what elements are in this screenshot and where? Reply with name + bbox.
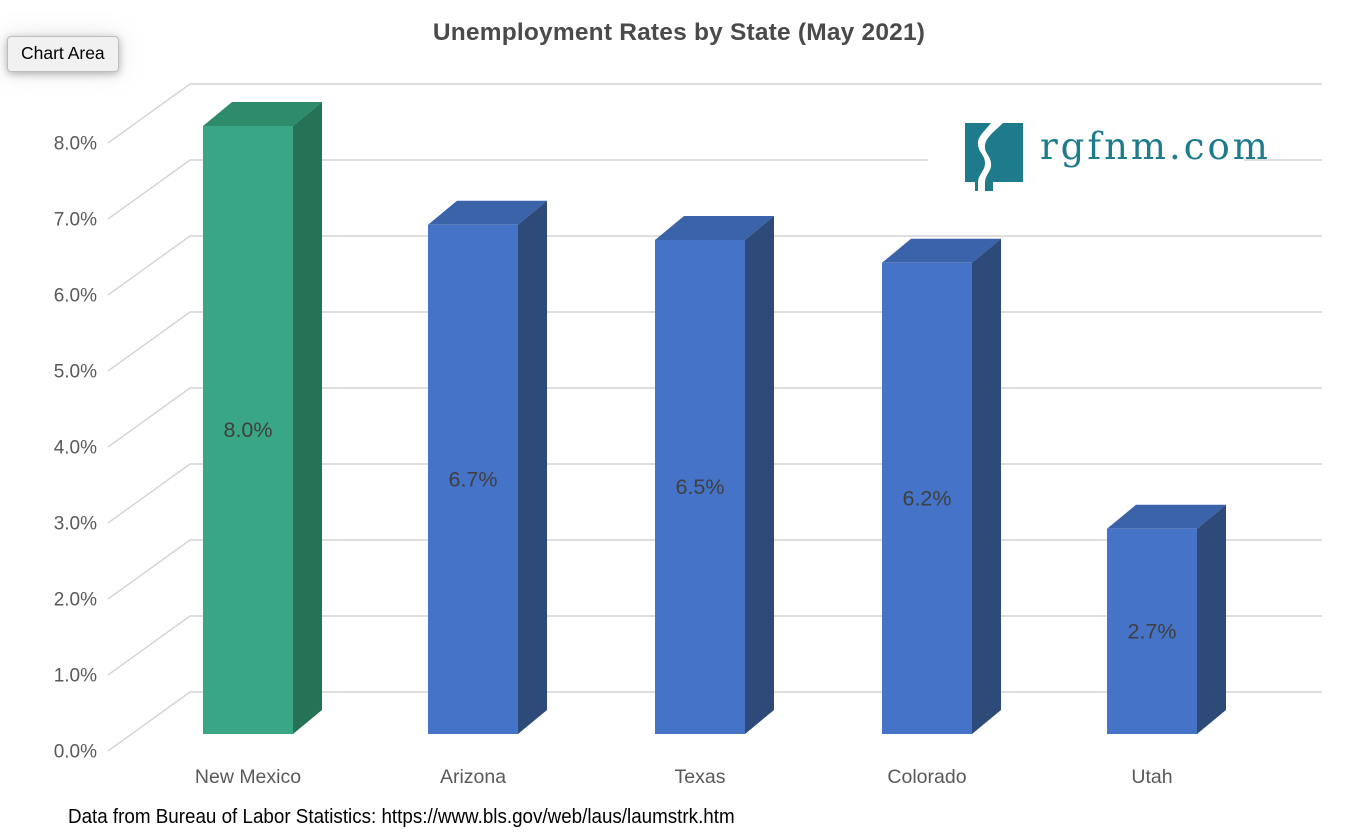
bar-front-face[interactable] — [428, 224, 518, 735]
bar-texas[interactable] — [655, 216, 774, 734]
bar-data-label: 6.7% — [448, 467, 497, 491]
y-axis-tick-label[interactable]: 4.0% — [54, 438, 97, 459]
bar-colorado[interactable] — [882, 238, 1001, 735]
bar-front-face[interactable] — [655, 240, 745, 734]
bar-new-mexico[interactable] — [203, 102, 322, 734]
gridlines — [107, 83, 1322, 752]
bar-front-face[interactable] — [1107, 528, 1197, 734]
tooltip-label: Chart Area — [21, 43, 105, 63]
y-axis: 0.0% 1.0% 2.0% 3.0% 4.0% 5.0% 6.0% 7.0% 8.0% — [54, 134, 97, 763]
bar-top-face[interactable] — [203, 102, 322, 126]
y-axis-tick-label[interactable]: 3.0% — [54, 514, 97, 535]
bar-side-face[interactable] — [1197, 504, 1226, 734]
bar-utah[interactable] — [1107, 504, 1226, 734]
y-axis-tick-label[interactable]: 6.0% — [54, 286, 97, 307]
gridline — [107, 235, 1322, 296]
source-note: Data from Bureau of Labor Statistics: ht… — [68, 806, 735, 828]
bar-series — [203, 102, 1226, 735]
y-axis-tick-label[interactable]: 8.0% — [54, 134, 97, 155]
chart-title: Unemployment Rates by State (May 2021) — [432, 19, 926, 46]
logo-text: rgfnm.com — [1040, 124, 1271, 168]
y-axis-tick-label[interactable]: 5.0% — [54, 362, 97, 383]
bar-data-label: 2.7% — [1127, 619, 1176, 643]
bar-data-label: 8.0% — [223, 418, 272, 442]
bar-top-face[interactable] — [882, 238, 1001, 263]
bar-side-face[interactable] — [518, 200, 547, 735]
y-axis-tick-label[interactable]: 2.0% — [54, 590, 97, 611]
y-axis-tick-label[interactable]: 7.0% — [54, 210, 97, 231]
data-labels: 8.0% 6.7% 6.5% 6.2% 2.7% — [223, 418, 1176, 643]
bar-side-face[interactable] — [972, 238, 1001, 735]
y-axis-tick-label[interactable]: 0.0% — [54, 742, 97, 763]
x-axis: New Mexico Arizona Texas Colorado Utah — [195, 766, 1173, 788]
bar-data-label: 6.5% — [675, 475, 724, 499]
bar-front-face[interactable] — [203, 126, 293, 734]
x-axis-category-label[interactable]: Colorado — [887, 766, 966, 788]
bar-data-label: 6.2% — [902, 486, 951, 510]
x-axis-category-label[interactable]: Arizona — [440, 766, 506, 788]
bar-side-face[interactable] — [293, 102, 322, 734]
bar-top-face[interactable] — [1107, 504, 1226, 529]
y-axis-tick-label[interactable]: 1.0% — [54, 666, 97, 687]
x-axis-category-label[interactable]: New Mexico — [195, 766, 301, 788]
gridline — [107, 83, 1322, 144]
bar-arizona[interactable] — [428, 200, 547, 735]
chart-area-tooltip: Chart Area — [7, 36, 119, 72]
x-axis-category-label[interactable]: Utah — [1131, 766, 1172, 788]
new-mexico-state-icon — [965, 123, 1023, 191]
bar-top-face[interactable] — [655, 216, 774, 240]
bar-front-face[interactable] — [882, 262, 972, 734]
bar-top-face[interactable] — [428, 200, 547, 225]
bar-side-face[interactable] — [745, 216, 774, 734]
x-axis-category-label[interactable]: Texas — [675, 766, 726, 788]
rgfnm-logo: rgfnm.com — [928, 86, 1268, 206]
